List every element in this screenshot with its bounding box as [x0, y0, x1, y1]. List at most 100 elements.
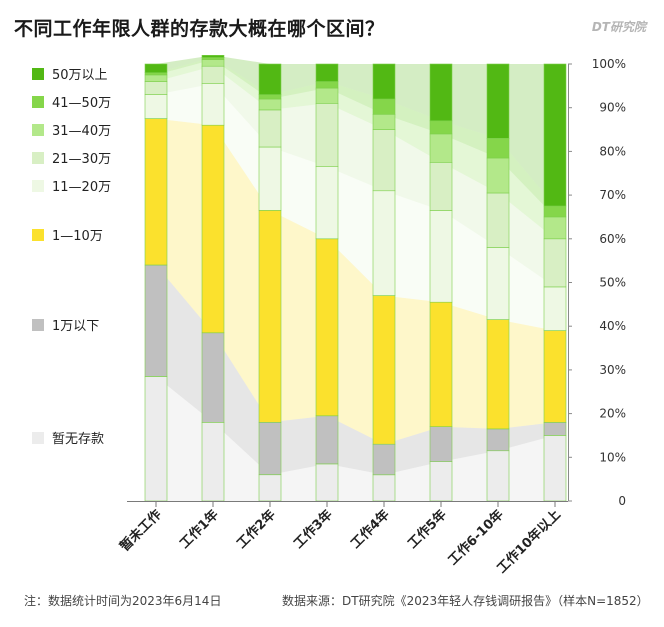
bar-segment — [372, 114, 396, 130]
legend-label: 31—40万 — [52, 124, 112, 139]
bar-segment — [429, 210, 453, 303]
legend-item: 1—10万 — [32, 225, 103, 244]
bar-segment — [372, 129, 396, 192]
bar-segment — [486, 138, 510, 159]
bar-segment — [486, 247, 510, 320]
bar-segment — [201, 124, 225, 334]
connector-bands — [156, 55, 555, 501]
bar-segment — [429, 162, 453, 211]
y-tick-label: 60% — [599, 232, 626, 246]
band-1 — [156, 265, 555, 475]
bar-segment — [144, 94, 168, 119]
legend-label: 11—20万 — [52, 180, 112, 195]
bar-segment — [429, 133, 453, 163]
bar-segment — [201, 332, 225, 423]
bar-segment — [258, 421, 282, 475]
bar-segment — [144, 376, 168, 502]
band-7 — [156, 55, 555, 206]
legend-swatch — [32, 151, 44, 164]
band-2 — [156, 118, 555, 445]
bar-segment — [543, 421, 567, 436]
bar-segment — [543, 330, 567, 423]
bar-segment — [315, 238, 339, 417]
bar-segment — [258, 63, 282, 95]
bar-segment — [543, 238, 567, 288]
bar-segment — [315, 463, 339, 502]
bar-segment — [543, 286, 567, 331]
legend-item: 1万以下 — [32, 315, 99, 334]
x-category-label: 工作4年 — [348, 507, 393, 552]
x-category-label: 暂未工作 — [117, 507, 165, 555]
bar-segment — [372, 190, 396, 296]
band-3 — [156, 83, 555, 331]
bar-segment — [372, 443, 396, 476]
bar-segment — [144, 63, 168, 73]
legend-label: 1—10万 — [52, 229, 103, 244]
bar-segment — [144, 74, 168, 82]
bar-segment — [372, 474, 396, 502]
bar-segment — [486, 319, 510, 430]
y-tick-label: 20% — [599, 407, 626, 421]
y-tick-label: 90% — [599, 101, 626, 115]
legend-label: 21—30万 — [52, 152, 112, 167]
legend-item: 50万以上 — [32, 64, 108, 83]
legend-swatch — [32, 67, 44, 80]
bar-segment — [315, 63, 339, 82]
x-category-label: 工作1年 — [177, 507, 222, 552]
legend-label: 50万以上 — [52, 68, 108, 83]
legend-label: 暂无存款 — [52, 432, 105, 447]
legend-item: 21—30万 — [32, 148, 111, 167]
x-category-label: 工作6-10年 — [445, 507, 507, 569]
bar-segment — [315, 415, 339, 465]
legend-swatch — [32, 431, 44, 444]
bar-segment — [315, 87, 339, 104]
bar-segment — [144, 72, 168, 76]
bar-segment — [372, 98, 396, 115]
bar-segment — [201, 59, 225, 67]
bar-segment — [258, 98, 282, 111]
bar-segment — [144, 81, 168, 95]
legend-swatch — [32, 228, 44, 241]
band-5 — [156, 59, 555, 239]
band-6 — [156, 57, 555, 217]
y-tick-label: 40% — [599, 319, 626, 333]
legend-label: 41—50万 — [52, 96, 112, 111]
bar-segment — [486, 157, 510, 194]
data-source: 数据来源：DT研究院《2023年轻人存钱调研报告》（样本N=1852） — [282, 594, 649, 608]
bar-segment — [429, 120, 453, 135]
bar-segment — [372, 295, 396, 445]
bar-segment — [315, 166, 339, 240]
y-tick-label: 50% — [599, 276, 626, 290]
x-category-label: 工作5年 — [405, 507, 450, 552]
bar-segment — [201, 65, 225, 84]
bar-segment — [315, 81, 339, 89]
bar-segment — [543, 216, 567, 240]
bar-segment — [372, 63, 396, 100]
band-0 — [156, 376, 555, 501]
legend-item: 暂无存款 — [32, 428, 104, 447]
bar-segment — [258, 146, 282, 211]
legend-swatch — [32, 123, 44, 136]
bar-segment — [201, 421, 225, 502]
bar-segment — [258, 109, 282, 148]
bar-segment — [258, 210, 282, 423]
bar-segment — [429, 63, 453, 122]
legend-label: 1万以下 — [52, 319, 100, 334]
y-tick-label: 70% — [599, 188, 626, 202]
footnote: 注：数据统计时间为2023年6月14日 — [24, 594, 222, 608]
bar-segment — [315, 103, 339, 168]
y-tick-label: 10% — [599, 450, 626, 464]
bar-segment — [486, 450, 510, 502]
bar-segment — [201, 54, 225, 58]
x-category-label: 工作2年 — [234, 507, 279, 552]
legend-swatch — [32, 318, 44, 331]
bar-segment — [486, 63, 510, 139]
legend-swatch — [32, 179, 44, 192]
bar-segment — [201, 83, 225, 126]
legend-swatch — [32, 95, 44, 108]
bar-segment — [429, 461, 453, 502]
legend-item: 41—50万 — [32, 92, 111, 111]
bar-segment — [429, 301, 453, 428]
